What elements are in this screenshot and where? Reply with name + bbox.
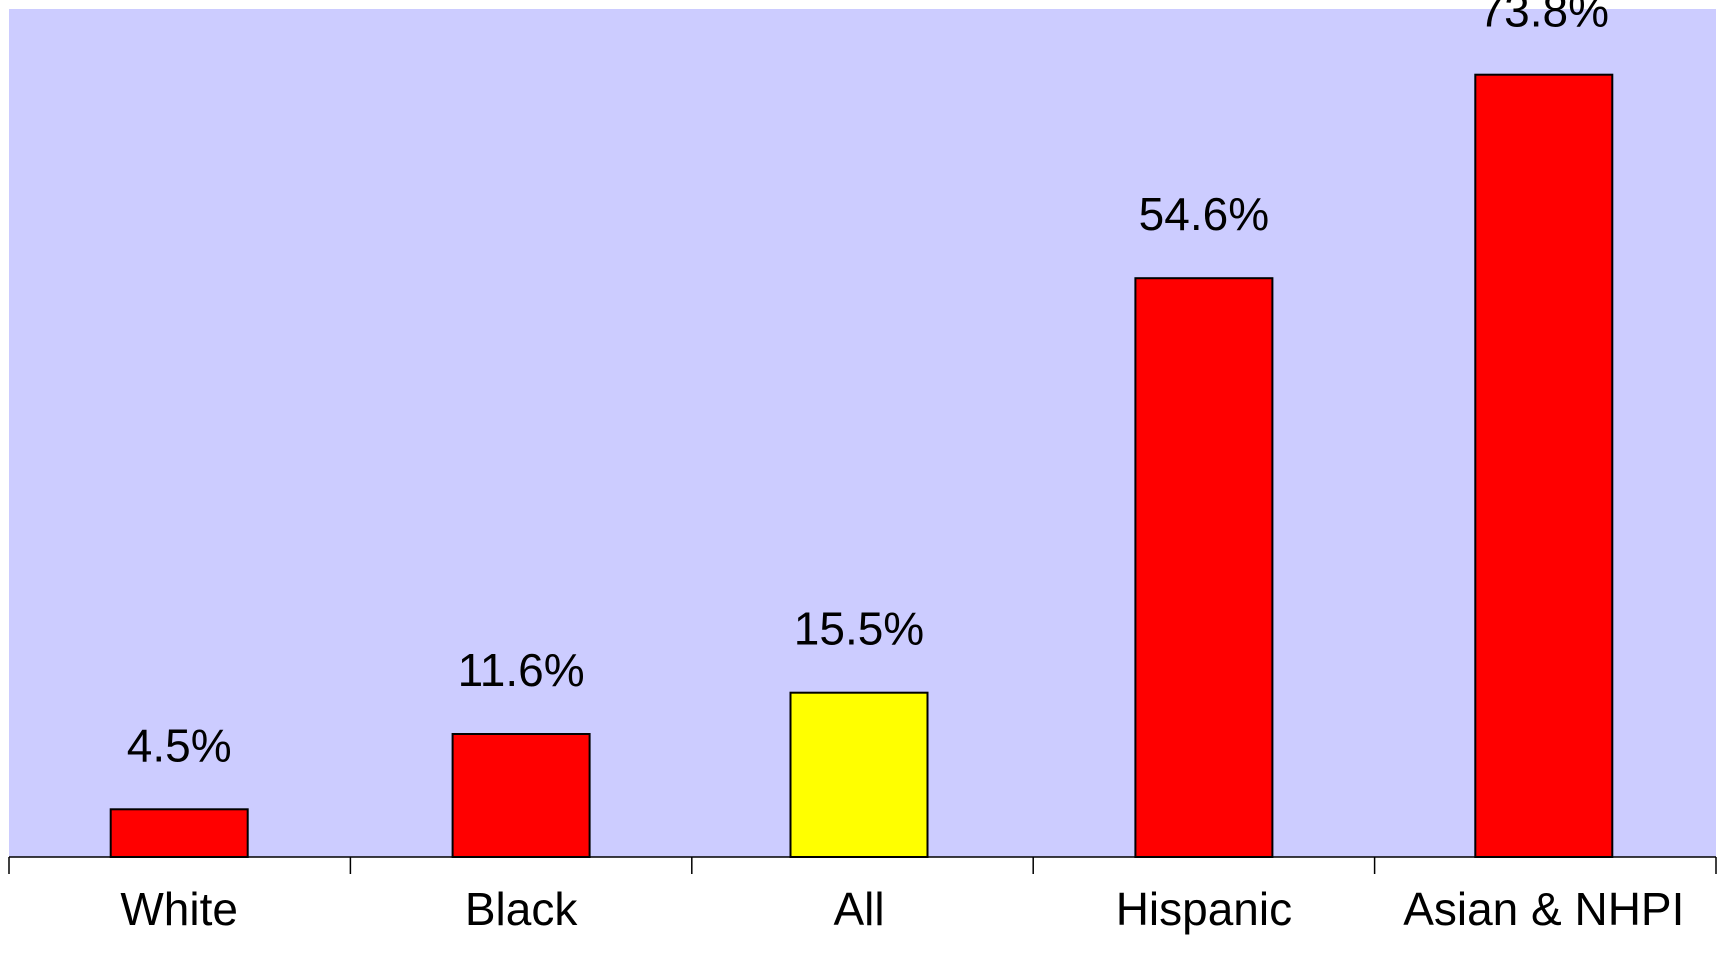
bar-hispanic xyxy=(1134,277,1274,858)
x-tick-label-hispanic: Hispanic xyxy=(1116,883,1292,935)
x-tick-label-white: White xyxy=(120,883,238,935)
x-tick-label-all: All xyxy=(833,883,884,935)
bar-group xyxy=(109,73,1614,859)
data-label-white: 4.5% xyxy=(127,719,232,771)
bar-all xyxy=(789,691,929,859)
data-label-black: 11.6% xyxy=(458,644,585,696)
x-tick-label-group: White Black All Hispanic Asian & NHPI xyxy=(120,883,1684,935)
data-label-hispanic: 54.6% xyxy=(1139,188,1269,240)
x-tick-label-black: Black xyxy=(465,883,578,935)
data-label-group: 4.5% 11.6% 15.5% 54.6% 73.8% xyxy=(127,0,1609,771)
bar-white xyxy=(109,808,249,858)
data-label-asian-and-nhpi: 73.8% xyxy=(1479,0,1609,37)
bar-asian-and-nhpi xyxy=(1474,73,1614,858)
data-label-all: 15.5% xyxy=(794,603,924,655)
x-tick-label-asian-and-nhpi: Asian & NHPI xyxy=(1403,883,1684,935)
bar-black xyxy=(451,733,591,858)
x-tick-group xyxy=(8,857,1717,874)
